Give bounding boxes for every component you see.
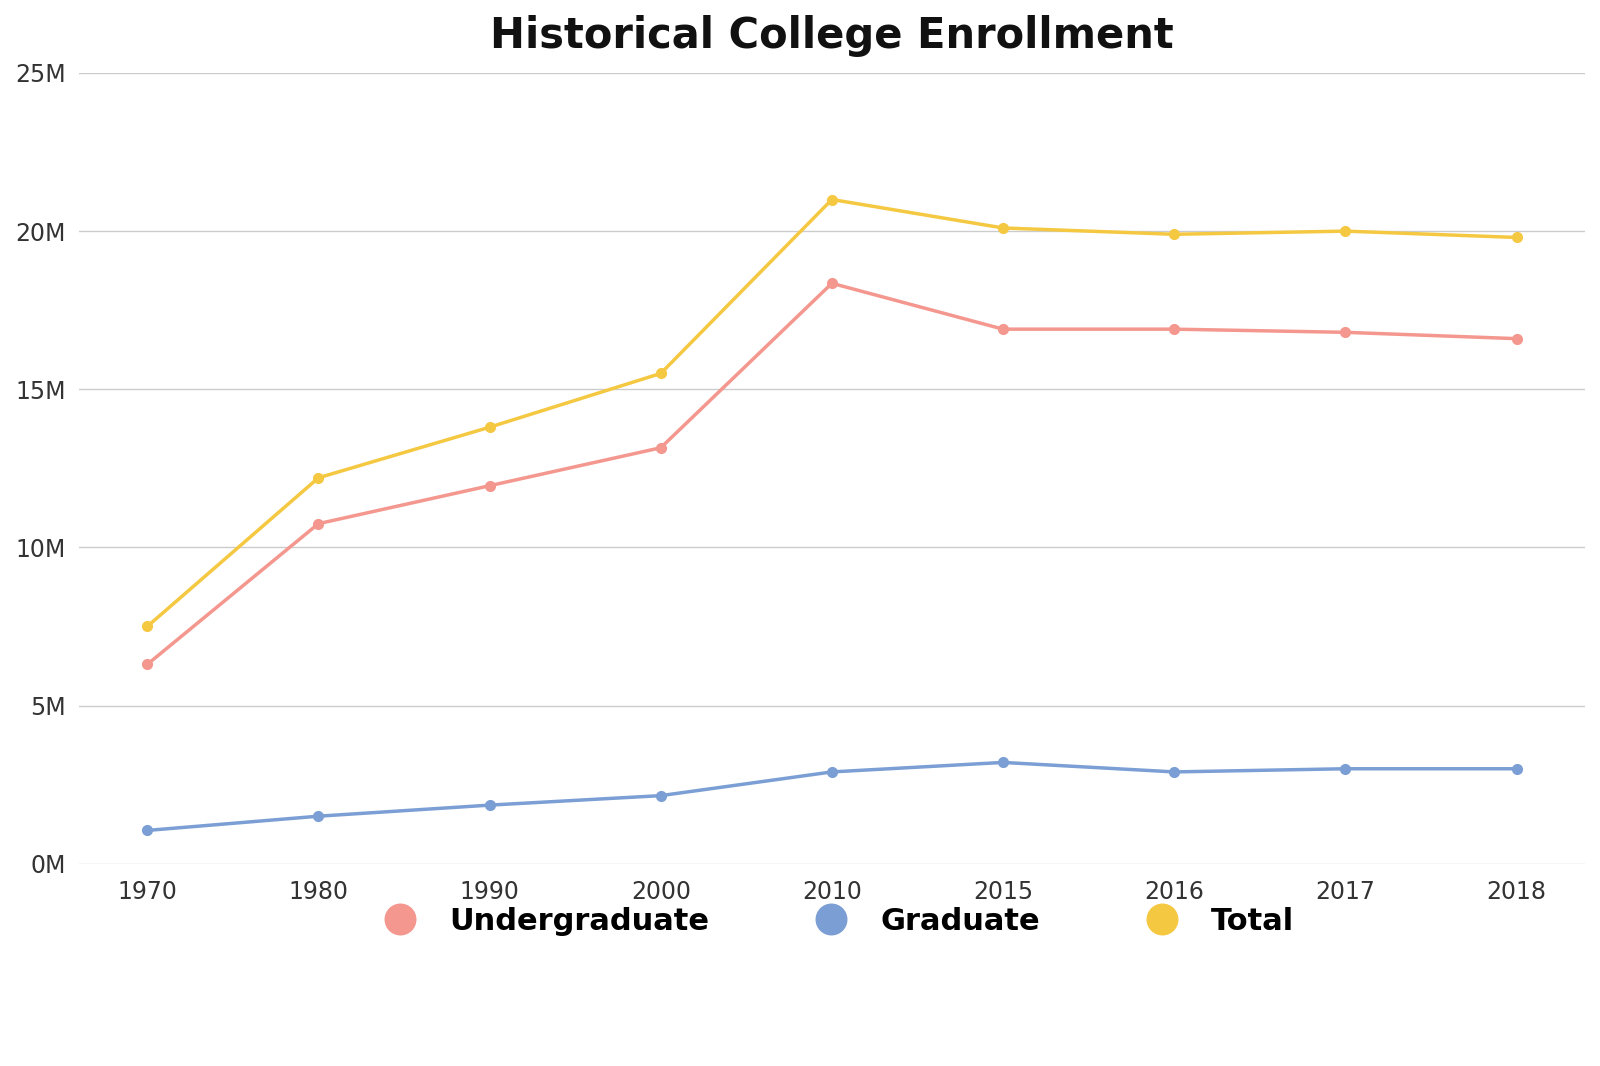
- Legend: Undergraduate, Graduate, Total: Undergraduate, Graduate, Total: [354, 891, 1309, 951]
- Title: Historical College Enrollment: Historical College Enrollment: [490, 15, 1174, 56]
